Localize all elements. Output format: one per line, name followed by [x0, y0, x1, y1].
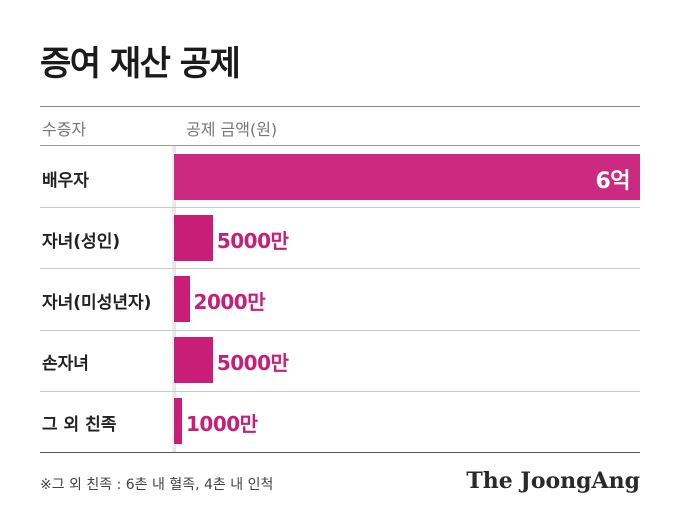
column-header-recipient: 수증자 [42, 120, 87, 139]
row-separator [40, 268, 640, 269]
chart-title: 증여 재산 공제 [40, 44, 241, 84]
bar [174, 214, 213, 261]
value-label: 5000만 [216, 228, 289, 253]
footnote: ※그 외 친족 : 6촌 내 혈족, 4촌 내 인척 [40, 477, 274, 493]
header-bottom-rule [40, 145, 640, 146]
bar [174, 398, 182, 445]
value-label: 6억 [595, 168, 630, 194]
bar [174, 153, 640, 200]
row-separator [40, 207, 640, 208]
value-label: 5000만 [216, 351, 289, 376]
row-separator [40, 330, 640, 331]
category-label: 자녀(성인) [42, 231, 121, 252]
category-label: 그 외 친족 [42, 415, 117, 436]
bar [174, 337, 213, 384]
bar [174, 276, 190, 322]
value-label: 1000만 [186, 412, 258, 437]
category-label: 배우자 [42, 170, 89, 191]
row-separator [40, 391, 640, 392]
source-logo: The JoongAng [466, 468, 640, 494]
value-label: 2000만 [193, 290, 266, 314]
chart-bottom-rule [40, 452, 640, 453]
column-header-amount: 공제 금액(원) [186, 120, 278, 139]
header-top-rule [40, 106, 640, 107]
category-label: 손자녀 [42, 354, 89, 375]
category-label: 자녀(미성년자) [42, 293, 152, 313]
